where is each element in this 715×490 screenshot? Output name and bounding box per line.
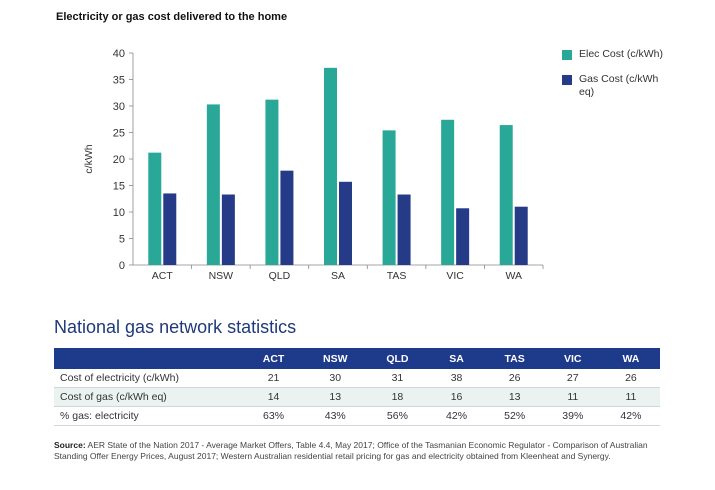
table-cell: 26 <box>485 369 544 388</box>
x-tick-label-qld: QLD <box>269 270 291 282</box>
y-axis-label: c/kWh <box>83 144 95 173</box>
table-cell: 27 <box>543 369 602 388</box>
header-cell-wa: WA <box>601 348 660 369</box>
table-cell: 18 <box>367 387 428 407</box>
elec-cost-bar-wa <box>499 125 513 265</box>
section-heading: National gas network statistics <box>54 317 297 337</box>
gas-cost-bar-qld <box>280 170 294 265</box>
table-cell: 26 <box>601 369 660 388</box>
x-tick-label-tas: TAS <box>387 270 407 282</box>
chart-legend: Elec Cost (c/kWh) Gas Cost (c/kWh eq) <box>562 48 669 111</box>
gas-cost-bar-nsw <box>221 194 235 265</box>
table-cell: 14 <box>244 387 304 407</box>
table-row: Cost of electricity (c/kWh) 21 30 31 38 26 27 2… <box>54 369 660 388</box>
table-cell: 31 <box>367 369 428 388</box>
legend-label: Elec Cost (c/kWh) <box>579 48 664 60</box>
bar-chart: 0 5 10 15 20 25 30 35 40 c/kWh ACT NSW QLD SA TAS VIC WA <box>83 48 544 282</box>
header-cell-sa: SA <box>427 348 486 369</box>
table-cell: 13 <box>303 387 368 407</box>
legend-swatch <box>562 50 572 60</box>
y-tick-label: 0 <box>119 260 125 272</box>
row-label: % gas: electricity <box>54 406 244 426</box>
legend-item: Gas Cost (c/kWh eq) <box>562 73 669 99</box>
table-cell: 42% <box>427 406 486 426</box>
table-header-row: ACT NSW QLD SA TAS VIC WA <box>54 348 660 369</box>
elec-cost-bar-sa <box>324 67 337 265</box>
table-cell: 11 <box>601 387 660 407</box>
header-cell-nsw: NSW <box>303 348 368 369</box>
table-row: % gas: electricity 63% 43% 56% 42% 52% 39% 42% <box>54 406 660 426</box>
table-cell: 21 <box>244 369 304 388</box>
table-cell: 43% <box>303 406 368 426</box>
source-note: Source: AER State of the Nation 2017 - A… <box>54 440 660 462</box>
table-cell: 52% <box>485 406 544 426</box>
y-tick-label: 10 <box>113 207 125 219</box>
x-tick-label-nsw: NSW <box>209 270 234 282</box>
legend-swatch <box>562 75 572 85</box>
header-cell-vic: VIC <box>543 348 602 369</box>
elec-cost-bar-qld <box>265 99 279 265</box>
elec-cost-bar-nsw <box>206 104 220 265</box>
table-cell: 56% <box>367 406 428 426</box>
source-text: AER State of the Nation 2017 - Average M… <box>54 440 648 461</box>
header-cell-act: ACT <box>244 348 304 369</box>
header-cell-qld: QLD <box>367 348 428 369</box>
x-tick-label-sa: SA <box>331 270 345 282</box>
legend-label: Gas Cost (c/kWh eq) <box>579 73 659 98</box>
row-label: Cost of gas (c/kWh eq) <box>54 387 244 407</box>
table-cell: 38 <box>427 369 486 388</box>
table-cell: 42% <box>601 406 660 426</box>
gas-cost-bar-wa <box>514 206 528 265</box>
gas-cost-bar-tas <box>397 194 411 265</box>
table-cell: 13 <box>485 387 544 407</box>
table-cell: 16 <box>427 387 486 407</box>
elec-cost-bar-tas <box>382 130 396 265</box>
x-tick-label-act: ACT <box>152 270 174 282</box>
table-cell: 30 <box>303 369 368 388</box>
statistics-table: ACT NSW QLD SA TAS VIC WA Cost of electricity … <box>54 348 660 426</box>
elec-cost-bar-act <box>148 152 162 265</box>
y-tick-label: 15 <box>113 181 125 193</box>
row-label: Cost of electricity (c/kWh) <box>54 369 244 388</box>
gas-cost-bar-act <box>163 193 177 265</box>
table-cell: 11 <box>543 387 602 407</box>
table-cell: 63% <box>244 406 304 426</box>
gas-cost-bar-sa <box>339 181 352 265</box>
y-tick-label: 25 <box>113 128 125 140</box>
legend-item: Elec Cost (c/kWh) <box>562 48 669 61</box>
gas-cost-bar-vic <box>456 208 470 265</box>
y-tick-label: 5 <box>119 234 125 246</box>
y-tick-label: 20 <box>113 154 125 166</box>
y-tick-label: 35 <box>113 75 125 87</box>
table-row: Cost of gas (c/kWh eq) 14 13 18 16 13 11 11 <box>54 387 660 407</box>
x-tick-label-vic: VIC <box>446 270 464 282</box>
table-cell: 39% <box>543 406 602 426</box>
header-cell-blank <box>54 348 244 369</box>
y-tick-label: 40 <box>113 48 125 60</box>
x-tick-label-wa: WA <box>505 270 522 282</box>
header-cell-tas: TAS <box>485 348 544 369</box>
source-label: Source: <box>54 440 86 450</box>
y-tick-label: 30 <box>113 101 125 113</box>
chart-title: Electricity or gas cost delivered to the… <box>56 11 288 23</box>
elec-cost-bar-vic <box>441 119 455 265</box>
